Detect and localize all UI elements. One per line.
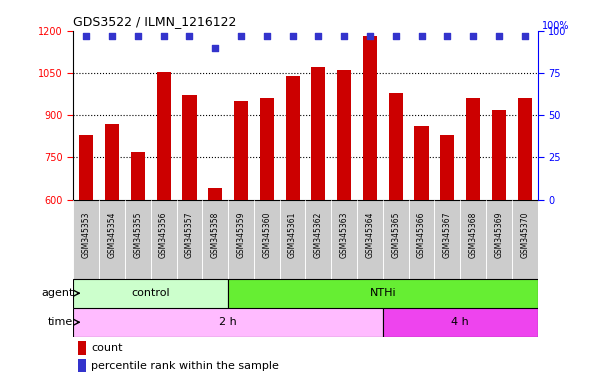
Bar [78,359,86,372]
Point [417,33,426,39]
Text: 100%: 100% [543,21,570,31]
Bar [105,124,119,200]
Text: GSM345362: GSM345362 [314,212,323,258]
Bar [512,200,538,279]
Text: control: control [131,288,170,298]
Bar [202,200,228,279]
Point [313,33,323,39]
Bar [99,200,125,279]
Text: GSM345356: GSM345356 [159,212,168,258]
Text: 4 h: 4 h [452,317,469,327]
Bar [78,341,86,354]
Text: GSM345365: GSM345365 [391,212,400,258]
Text: GSM345369: GSM345369 [494,212,503,258]
Point [133,33,143,39]
Bar [228,279,538,308]
Point [81,33,91,39]
Point [159,33,169,39]
Text: GSM345358: GSM345358 [211,212,220,258]
Bar [357,200,383,279]
Text: time: time [48,317,73,327]
Text: 2 h: 2 h [219,317,237,327]
Point [262,33,272,39]
Point [365,33,375,39]
Bar [254,200,280,279]
Text: GSM345357: GSM345357 [185,212,194,258]
Text: percentile rank within the sample: percentile rank within the sample [91,361,279,371]
Bar [460,200,486,279]
Bar [363,36,377,200]
Bar [285,76,299,200]
Bar [260,98,274,200]
Point [339,33,349,39]
Bar [383,200,409,279]
Text: GSM345360: GSM345360 [262,212,271,258]
Point [210,45,220,51]
Text: agent: agent [41,288,73,298]
Text: count: count [91,343,122,353]
Bar [441,135,455,200]
Point [494,33,504,39]
Bar [234,101,248,200]
Point [107,33,117,39]
Bar [182,96,197,200]
Text: GDS3522 / ILMN_1216122: GDS3522 / ILMN_1216122 [73,15,236,28]
Bar [518,98,532,200]
Text: GSM345368: GSM345368 [469,212,478,258]
Text: GSM345355: GSM345355 [133,212,142,258]
Bar [73,308,383,337]
Bar [280,200,306,279]
Bar [311,67,326,200]
Point [391,33,401,39]
Bar [409,200,434,279]
Point [288,33,298,39]
Text: GSM345367: GSM345367 [443,212,452,258]
Bar [73,279,228,308]
Point [442,33,452,39]
Bar [337,70,351,200]
Point [185,33,194,39]
Bar [125,200,151,279]
Text: GSM345363: GSM345363 [340,212,349,258]
Point [520,33,530,39]
Bar [79,135,93,200]
Bar [131,152,145,200]
Bar [331,200,357,279]
Bar [414,126,429,200]
Bar [177,200,202,279]
Point [236,33,246,39]
Text: GSM345364: GSM345364 [365,212,375,258]
Text: GSM345359: GSM345359 [236,212,246,258]
Bar [492,109,506,200]
Text: NTHi: NTHi [370,288,396,298]
Bar [228,200,254,279]
Bar [486,200,512,279]
Bar [466,98,480,200]
Text: GSM345370: GSM345370 [521,212,529,258]
Text: GSM345361: GSM345361 [288,212,297,258]
Bar [156,71,170,200]
Bar [208,188,222,200]
Point [468,33,478,39]
Text: GSM345353: GSM345353 [82,212,90,258]
Bar [389,93,403,200]
Bar [151,200,177,279]
Bar [306,200,331,279]
Bar [434,200,460,279]
Text: GSM345366: GSM345366 [417,212,426,258]
Bar [383,308,538,337]
Text: GSM345354: GSM345354 [108,212,117,258]
Bar [73,200,99,279]
